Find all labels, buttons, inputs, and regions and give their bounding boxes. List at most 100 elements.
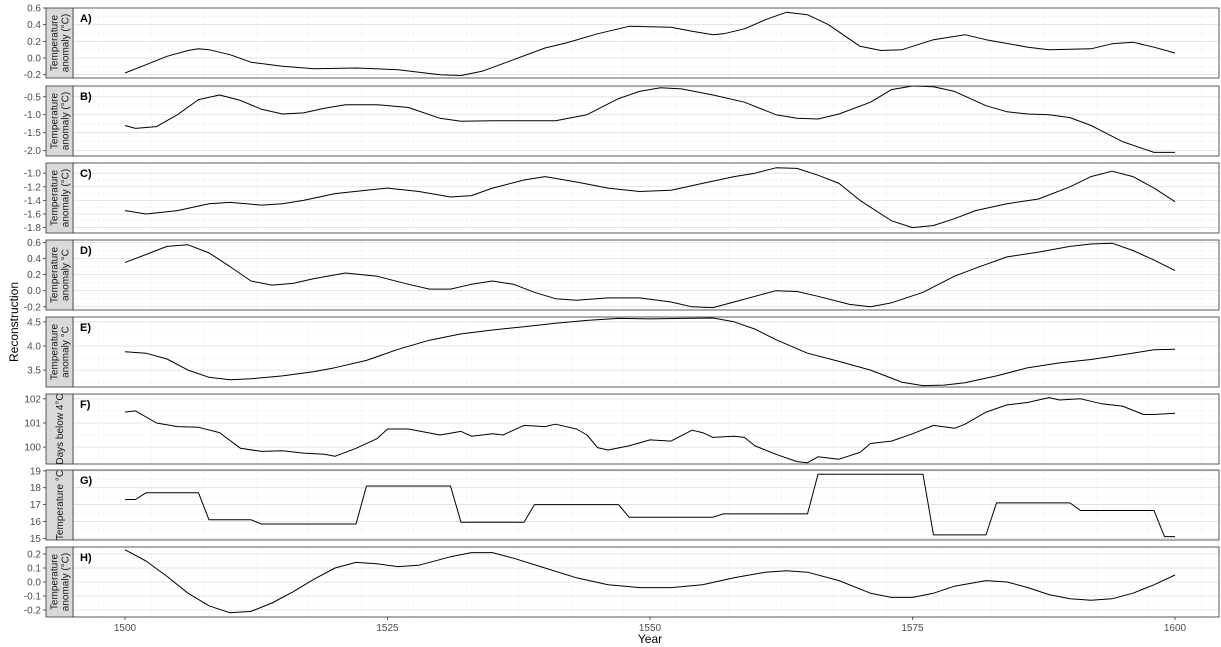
facet-strip-line: anomaly (°C) — [61, 169, 72, 227]
y-tick-label: -2.0 — [24, 146, 42, 157]
panel-tag: B) — [80, 91, 92, 103]
panel-a: Temperatureanomaly (°C) A) -0.2 0.0 0.2 0.4 0.… — [24, 4, 1220, 81]
y-tick-label: 18 — [30, 483, 42, 494]
facet-strip-line: anomaly (°C) — [61, 553, 72, 611]
facet-strip — [45, 7, 74, 79]
y-tick-label: -1.0 — [24, 169, 42, 180]
y-tick-label: -1.8 — [24, 223, 42, 234]
facet-strip-label: Temperatureanomaly °C — [50, 323, 72, 380]
facet-strip — [45, 239, 74, 311]
y-tick-label: 19 — [30, 466, 42, 477]
y-tick-label: 0.6 — [27, 238, 41, 249]
panel-tag: E) — [80, 322, 91, 334]
panel-g: Temperature °C G) 15 16 17 18 19 — [30, 466, 1220, 545]
x-tick-label: 1600 — [1164, 623, 1187, 634]
panel-tag: G) — [80, 475, 93, 487]
y-tick-label: -1.4 — [24, 196, 42, 207]
y-tick-label: 0.0 — [27, 286, 41, 297]
facet-strip — [45, 469, 74, 541]
y-tick-label: 4.0 — [27, 341, 41, 352]
y-tick-label: 0.0 — [27, 54, 41, 65]
y-tick-label: 0.2 — [27, 270, 41, 281]
panel-h: Temperatureanomaly (°C) H) -0.2 -0.1 0.0 0.1 0… — [24, 546, 1220, 618]
facet-strip-line: Temperature — [50, 14, 61, 71]
y-tick-label: 102 — [24, 394, 41, 405]
facet-strip-label: Temperature °C — [55, 470, 66, 540]
facet-strip-label: Temperatureanomaly (°C) — [50, 14, 72, 72]
facet-strip — [45, 162, 74, 234]
series-line-h — [124, 549, 1176, 614]
series-line-b — [124, 85, 1175, 153]
y-tick-label: -0.2 — [24, 606, 42, 617]
facet-strip — [45, 316, 74, 388]
facet-strip — [45, 546, 74, 618]
y-tick-label: -1.5 — [24, 128, 42, 139]
x-axis-title: Year — [638, 632, 662, 646]
y-tick-label: 101 — [24, 418, 41, 429]
y-axis-title: Reconstruction — [7, 282, 21, 362]
panel-f: Days below 4°C F) 100 101 102 — [24, 393, 1220, 465]
y-tick-label: -0.2 — [24, 70, 42, 81]
plot-background — [73, 394, 1219, 464]
facet-strip — [45, 85, 74, 157]
facet-strip-line: Temperature °C — [55, 470, 66, 540]
y-tick-label: 0.2 — [27, 550, 41, 561]
x-tick-label: 1575 — [901, 623, 924, 634]
x-tick-label: 1525 — [376, 623, 399, 634]
panel-e: Temperatureanomaly °C E) 3.5 4.0 4.5 — [27, 316, 1220, 388]
plot-background — [73, 317, 1219, 387]
plot-background — [73, 86, 1219, 156]
series-line-g — [125, 473, 1175, 538]
facet-strip-line: anomaly °C — [61, 326, 72, 378]
series-line-a — [124, 11, 1176, 76]
panel-tag: A) — [80, 13, 92, 25]
series-line-e — [124, 317, 1176, 387]
panel-tag: H) — [80, 552, 92, 564]
y-tick-label: -0.2 — [24, 302, 42, 313]
plot-background — [73, 163, 1219, 233]
facet-strip-line: Temperature — [50, 553, 61, 610]
y-tick-label: 100 — [24, 443, 41, 454]
series-line-f — [124, 397, 1176, 464]
y-tick-label: 0.1 — [27, 564, 41, 575]
y-tick-label: -1.0 — [24, 110, 42, 121]
facet-strip-line: anomaly °C — [61, 249, 72, 301]
panel-tag: F) — [80, 399, 91, 411]
y-tick-label: -0.5 — [24, 92, 42, 103]
y-tick-label: 17 — [30, 500, 42, 511]
panel-tag: D) — [80, 245, 92, 257]
facet-strip-label: Temperatureanomaly (°C) — [50, 92, 72, 150]
panel-c: Temperatureanomaly (°C) C) -1.8 -1.6 -1.4 -1.… — [24, 162, 1220, 234]
y-tick-label: -1.6 — [24, 209, 42, 220]
facet-strip-label: Days below 4°C — [55, 393, 66, 464]
y-tick-label: 0.6 — [27, 4, 41, 15]
facet-strip-label: Temperatureanomaly (°C) — [50, 169, 72, 227]
y-tick-label: 16 — [30, 517, 42, 528]
y-tick-label: 3.5 — [27, 366, 41, 377]
plot-background — [73, 8, 1219, 78]
y-tick-label: 0.4 — [27, 254, 41, 265]
facet-strip-line: Temperature — [50, 169, 61, 226]
y-tick-label: 0.0 — [27, 578, 41, 589]
facet-strip-line: anomaly (°C) — [61, 14, 72, 72]
facet-strip — [45, 393, 74, 465]
facet-strip-line: Temperature — [50, 323, 61, 380]
facet-strip-line: Days below 4°C — [55, 393, 66, 464]
plot-background — [73, 470, 1219, 540]
facet-strip-line: Temperature — [50, 246, 61, 303]
y-tick-label: -1.2 — [24, 182, 42, 193]
facet-strip-line: Temperature — [50, 92, 61, 149]
y-tick-label: 0.4 — [27, 20, 41, 31]
panel-b: Temperatureanomaly (°C) B) -2.0 -1.5 -1.0 -0.… — [24, 85, 1220, 157]
x-tick-label: 1500 — [114, 623, 137, 634]
facet-strip-label: Temperatureanomaly (°C) — [50, 553, 72, 611]
panel-tag: C) — [80, 168, 92, 180]
y-tick-label: 0.2 — [27, 37, 41, 48]
y-tick-label: 4.5 — [27, 317, 41, 328]
panel-d: Temperatureanomaly °C D) -0.2 0.0 0.2 0.4 0.6 — [24, 238, 1220, 313]
y-tick-label: 15 — [30, 534, 42, 545]
facet-strip-label: Temperatureanomaly °C — [50, 246, 72, 303]
series-line-d — [124, 242, 1176, 309]
x-tick-label: 1550 — [639, 623, 662, 634]
